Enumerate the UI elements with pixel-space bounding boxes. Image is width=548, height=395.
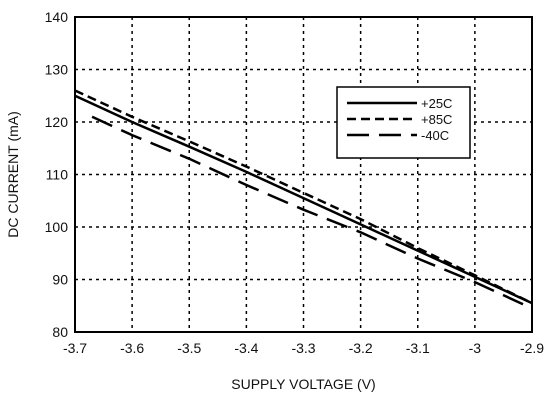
legend-label: +85C — [421, 112, 452, 127]
x-tick-label: -3.5 — [177, 340, 201, 356]
legend-label: -40C — [421, 128, 449, 143]
x-tick-label: -3.1 — [406, 340, 430, 356]
x-tick-label: -3.4 — [234, 340, 258, 356]
series-layer — [74, 89, 533, 310]
x-axis-title: SUPPLY VOLTAGE (V) — [231, 376, 375, 392]
x-tick-label: -3.3 — [291, 340, 315, 356]
y-tick-label: 120 — [45, 114, 69, 130]
x-tick-label: -3.2 — [349, 340, 373, 356]
y-tick-labels: 80 90 100 110 120 130 140 — [45, 9, 69, 340]
series-line-40c — [91, 115, 533, 310]
x-tick-labels: -3.7 -3.6 -3.5 -3.4 -3.3 -3.2 -3.1 -3 -2.9 — [63, 340, 544, 356]
series-line-25c — [74, 94, 533, 305]
y-tick-label: 90 — [52, 272, 68, 288]
y-tick-label: 130 — [45, 62, 69, 78]
x-tick-label: -2.9 — [520, 340, 544, 356]
plot-frame — [74, 16, 533, 333]
legend: +25C+85C-40C — [336, 86, 471, 159]
legend-label: +25C — [421, 96, 452, 111]
y-tick-label: 140 — [45, 9, 69, 25]
x-tick-label: -3.7 — [63, 340, 87, 356]
legend-box — [336, 86, 471, 159]
x-tick-label: -3.6 — [120, 340, 144, 356]
y-tick-label: 80 — [52, 324, 68, 340]
y-tick-label: 110 — [46, 167, 69, 183]
grid — [75, 17, 532, 332]
x-tick-label: -3 — [469, 340, 482, 356]
y-axis-title: DC CURRENT (mA) — [5, 111, 21, 238]
y-tick-label: 100 — [45, 219, 69, 235]
